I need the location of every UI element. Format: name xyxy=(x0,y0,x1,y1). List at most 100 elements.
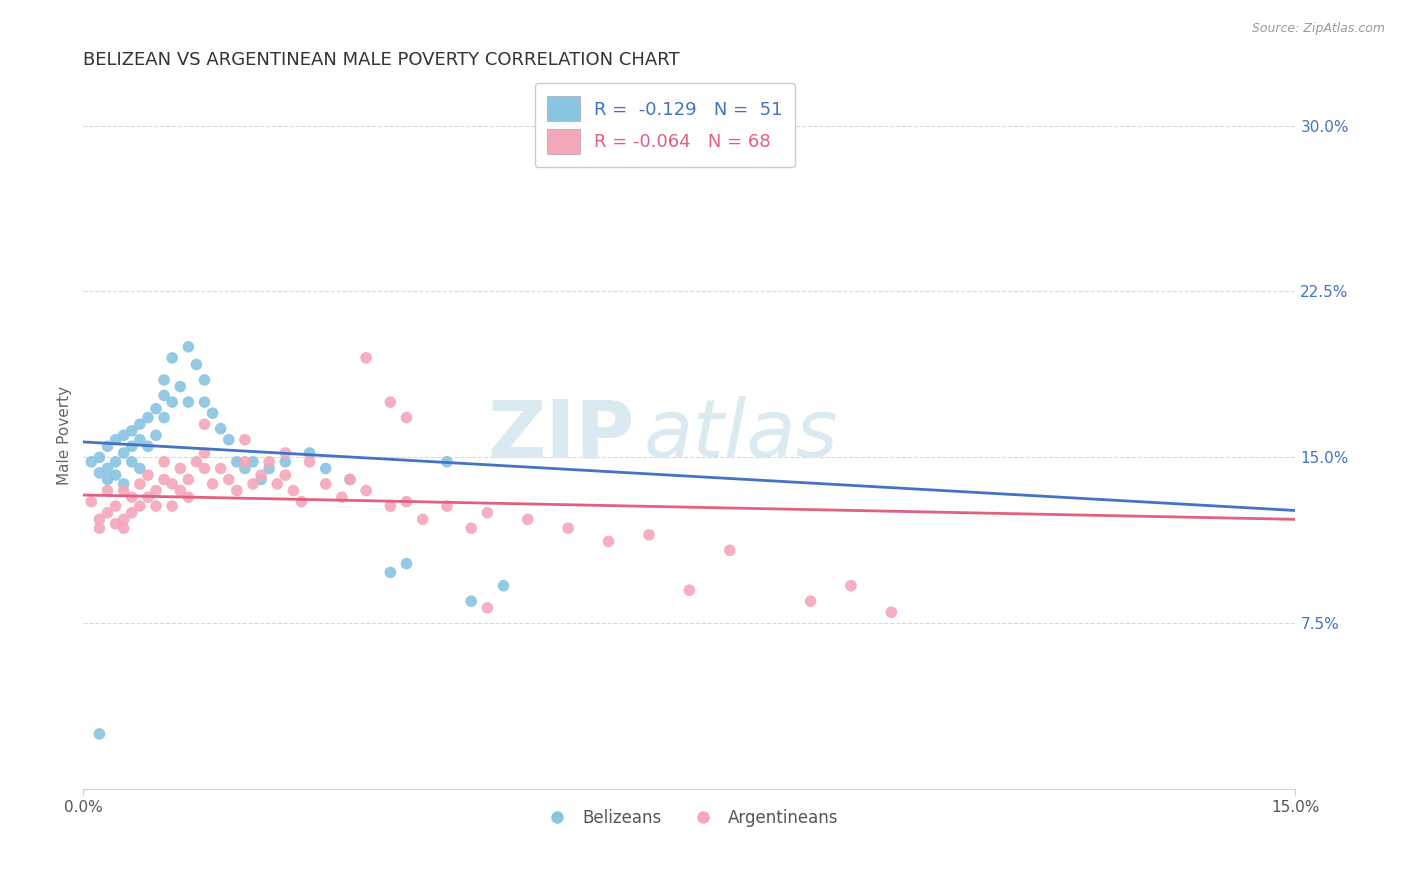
Point xyxy=(153,373,176,387)
Point xyxy=(89,466,111,480)
Point xyxy=(186,358,208,372)
Point xyxy=(436,455,458,469)
Point xyxy=(80,494,103,508)
Text: Source: ZipAtlas.com: Source: ZipAtlas.com xyxy=(1251,22,1385,36)
Point xyxy=(460,594,482,608)
Point xyxy=(250,473,273,487)
Point xyxy=(153,410,176,425)
Point xyxy=(233,461,256,475)
Point xyxy=(412,512,434,526)
Point xyxy=(193,446,215,460)
Point xyxy=(233,455,256,469)
Point xyxy=(638,528,661,542)
Point xyxy=(460,521,482,535)
Point xyxy=(96,483,118,498)
Point xyxy=(395,410,418,425)
Point xyxy=(104,455,127,469)
Point xyxy=(395,557,418,571)
Point xyxy=(89,727,111,741)
Point xyxy=(128,477,150,491)
Point xyxy=(209,461,232,475)
Point xyxy=(96,506,118,520)
Point xyxy=(112,512,135,526)
Point xyxy=(354,483,377,498)
Point xyxy=(121,506,143,520)
Point xyxy=(145,401,167,416)
Point xyxy=(380,499,402,513)
Point xyxy=(193,417,215,432)
Point xyxy=(96,473,118,487)
Point xyxy=(242,477,264,491)
Point xyxy=(800,594,823,608)
Point xyxy=(380,395,402,409)
Point xyxy=(160,477,183,491)
Point xyxy=(477,600,499,615)
Point xyxy=(104,433,127,447)
Point xyxy=(218,433,240,447)
Point xyxy=(250,468,273,483)
Text: ZIP: ZIP xyxy=(488,396,636,475)
Point xyxy=(193,395,215,409)
Point xyxy=(266,477,288,491)
Point xyxy=(80,455,103,469)
Point xyxy=(201,406,224,420)
Point xyxy=(283,483,305,498)
Point xyxy=(339,473,361,487)
Point xyxy=(169,483,191,498)
Point xyxy=(880,605,903,619)
Point xyxy=(218,473,240,487)
Point xyxy=(112,428,135,442)
Point xyxy=(128,433,150,447)
Point xyxy=(718,543,741,558)
Point xyxy=(233,433,256,447)
Point xyxy=(330,490,353,504)
Point xyxy=(257,461,280,475)
Point xyxy=(121,439,143,453)
Point xyxy=(160,351,183,365)
Point xyxy=(492,579,515,593)
Point xyxy=(112,521,135,535)
Point xyxy=(121,424,143,438)
Point xyxy=(380,566,402,580)
Point xyxy=(477,506,499,520)
Point xyxy=(678,583,700,598)
Point xyxy=(104,516,127,531)
Point xyxy=(242,455,264,469)
Point xyxy=(201,477,224,491)
Point xyxy=(112,446,135,460)
Point xyxy=(96,461,118,475)
Point xyxy=(136,490,159,504)
Point xyxy=(128,417,150,432)
Point xyxy=(96,439,118,453)
Point xyxy=(315,477,337,491)
Point xyxy=(89,521,111,535)
Point xyxy=(128,461,150,475)
Point xyxy=(209,422,232,436)
Point xyxy=(136,410,159,425)
Point xyxy=(177,395,200,409)
Point xyxy=(177,340,200,354)
Point xyxy=(395,494,418,508)
Point xyxy=(225,483,247,498)
Point xyxy=(145,428,167,442)
Point xyxy=(89,512,111,526)
Legend: Belizeans, Argentineans: Belizeans, Argentineans xyxy=(534,803,845,834)
Point xyxy=(516,512,538,526)
Point xyxy=(160,395,183,409)
Text: BELIZEAN VS ARGENTINEAN MALE POVERTY CORRELATION CHART: BELIZEAN VS ARGENTINEAN MALE POVERTY COR… xyxy=(83,51,681,69)
Point xyxy=(136,468,159,483)
Point xyxy=(274,446,297,460)
Point xyxy=(436,499,458,513)
Point xyxy=(193,373,215,387)
Point xyxy=(121,455,143,469)
Point xyxy=(193,461,215,475)
Point xyxy=(274,468,297,483)
Point xyxy=(177,473,200,487)
Point xyxy=(315,461,337,475)
Point xyxy=(225,455,247,469)
Point xyxy=(136,439,159,453)
Point xyxy=(257,455,280,469)
Y-axis label: Male Poverty: Male Poverty xyxy=(58,385,72,485)
Point xyxy=(153,473,176,487)
Point xyxy=(160,499,183,513)
